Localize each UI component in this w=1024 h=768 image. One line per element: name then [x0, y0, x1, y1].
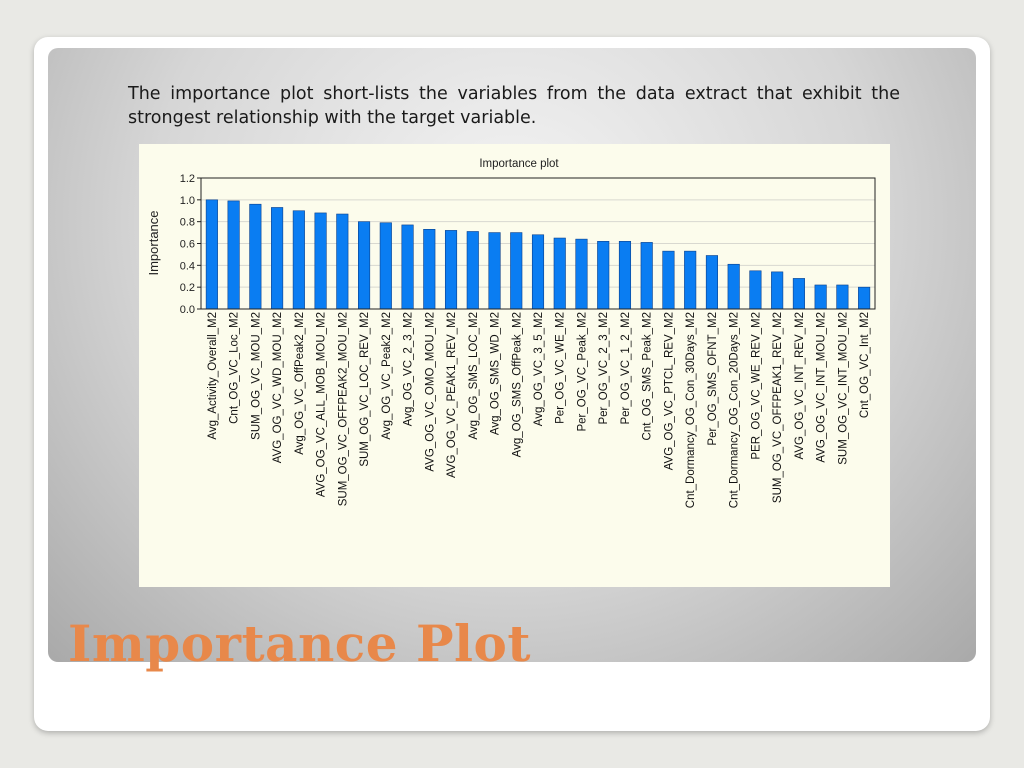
x-tick-label: AVG_OG_VC_INT_MOU_M2 [816, 312, 828, 463]
bar-avg-og-vc-ptcl-rev-m2 [662, 250, 675, 310]
x-tick-label: Avg_OG_VC_Peak2_M2 [381, 312, 393, 440]
bars [205, 199, 871, 310]
x-tick-label: Cnt_OG_SMS_Peak_M2 [642, 312, 654, 440]
x-tick-label: AVG_OG_VC_OMO_MOU_M2 [424, 312, 436, 472]
bar-avg-og-sms-offpeak-m2 [510, 232, 523, 310]
bar-per-og-vc-1-2-m2 [618, 241, 632, 310]
bar-avg-og-sms-loc-m2 [466, 231, 479, 310]
bar-cnt-og-vc-loc-m2 [227, 200, 240, 310]
x-tick-label: PER_OG_VC_WE_REV_M2 [750, 312, 762, 460]
bar-cnt-dormancy-og-con-30days-m2 [684, 250, 697, 310]
y-tick-label: 1.2 [180, 173, 195, 185]
bar-per-og-vc-we-rev-m2 [749, 270, 762, 310]
x-tick-label: SUM_OG_VC_MOU_M2 [250, 312, 262, 440]
x-tick-label: Per_OG_VC_Peak_M2 [576, 312, 588, 432]
importance-chart: Importance plot Importance 0.0 0.2 0.4 0.6 0… [139, 144, 890, 587]
bar-avg-og-vc-all-mob-mou-m2 [314, 212, 327, 310]
bar-avg-og-vc-2-3-m2 [401, 224, 414, 310]
bar-avg-og-vc-int-rev-m2 [792, 278, 805, 310]
x-tick-label: Cnt_Dormancy_OG_Con_20Days_M2 [729, 312, 741, 508]
bar-sum-og-vc-mou-m2 [249, 203, 262, 310]
bar-avg-og-vc-omo-mou-m2 [423, 229, 436, 310]
bar-avg-og-vc-peak2-m2 [379, 222, 392, 310]
x-tick-label: AVG_OG_VC_PTCL_REV_M2 [663, 312, 675, 470]
bar-cnt-dormancy-og-con-20days-m2 [727, 263, 740, 310]
x-tick-label: Avg_OG_VC_OffPeak2_M2 [294, 312, 306, 455]
x-tick-label: AVG_OG_VC_PEAK1_REV_M2 [446, 312, 458, 478]
x-tick-label: Cnt_OG_VC_Loc_M2 [229, 312, 241, 424]
x-tick-label: SUM_OG_VC_LOC_REV_M2 [359, 312, 371, 467]
x-tick-label: Avg_Activity_Overall_M2 [207, 312, 219, 440]
x-tick-label: Per_OG_VC_1_2_M2 [620, 312, 632, 425]
y-tick-labels: 0.0 0.2 0.4 0.6 0.8 1.0 1.2 [180, 173, 201, 316]
x-tick-label: Avg_OG_VC_3_5_M2 [533, 312, 545, 426]
bar-per-og-vc-we-m2 [553, 237, 566, 310]
slide-title: Importance Plot [68, 614, 531, 673]
x-tick-label: SUM_OG_VC_INT_MOU_M2 [837, 312, 849, 465]
bar-sum-og-vc-offpeak2-mou-m2 [336, 213, 349, 310]
x-tick-label: Per_OG_SMS_OFNT_M2 [707, 312, 719, 446]
x-tick-label: Per_OG_VC_2_3_M2 [598, 312, 610, 425]
y-tick-label: 0.8 [180, 217, 195, 229]
bar-avg-activity-overall-m2 [205, 199, 218, 310]
bar-per-og-vc-peak-m2 [575, 238, 588, 310]
y-tick-label: 0.6 [180, 239, 195, 251]
x-tick-label: SUM_OG_VC_OFFPEAK1_REV_M2 [772, 312, 784, 503]
y-tick-label: 1.0 [180, 195, 195, 207]
importance-chart-svg: Importance plot Importance 0.00.20.40.60… [146, 158, 876, 508]
bar-avg-og-sms-wd-m2 [488, 232, 501, 310]
bar-avg-og-vc-3-5-m2 [531, 234, 545, 310]
bar-per-og-sms-ofnt-m2 [705, 255, 718, 310]
x-tick-label: AVG_OG_VC_INT_REV_M2 [794, 312, 806, 459]
bar-per-og-vc-2-3-m2 [597, 241, 610, 310]
bar-avg-og-vc-offpeak2-m2 [292, 210, 305, 310]
x-tick-label: Avg_OG_SMS_WD_M2 [490, 312, 502, 435]
x-tick-label: SUM_OG_VC_OFFPEAK2_MOU_M2 [337, 312, 349, 506]
chart-title: Importance plot [479, 158, 559, 170]
bar-sum-og-vc-offpeak1-rev-m2 [771, 271, 784, 310]
bar-sum-og-vc-loc-rev-m2 [358, 221, 371, 310]
x-tick-labels: Avg_Activity_Overall_M2 Cnt_OG_VC_Loc_M2 S… [207, 312, 871, 508]
y-tick-label: 0.4 [180, 260, 195, 272]
bar-avg-og-vc-peak1-rev-m2 [444, 230, 458, 310]
x-tick-label: Avg_OG_SMS_LOC_M2 [468, 312, 480, 440]
bar-avg-og-vc-int-mou-m2 [814, 284, 827, 310]
x-tick-label: Per_OG_VC_WE_M2 [555, 312, 567, 424]
bar-avg-og-vc-wd-mou-m2 [271, 207, 284, 310]
y-tick-label: 0.2 [180, 282, 195, 294]
bar-sum-og-vc-int-mou-m2 [836, 284, 849, 310]
slide-description: The importance plot short-lists the vari… [128, 84, 900, 128]
x-tick-label: Avg_OG_SMS_OffPeak_M2 [511, 312, 523, 457]
x-tick-label: AVG_OG_VC_WD_MOU_M2 [272, 312, 284, 463]
x-tick-label: Cnt_OG_VC_Int_M2 [859, 312, 871, 418]
y-tick-label: 0.0 [180, 304, 195, 316]
x-tick-label: AVG_OG_VC_ALL_MOB_MOU_M2 [316, 312, 328, 497]
bar-cnt-og-sms-peak-m2 [640, 242, 653, 310]
bar-cnt-og-vc-int-m2 [858, 286, 871, 310]
x-tick-label: Cnt_Dormancy_OG_Con_30Days_M2 [685, 312, 697, 508]
y-axis-label: Importance [146, 210, 161, 275]
x-tick-label: Avg_OG_VC_2_3_M2 [403, 312, 415, 426]
